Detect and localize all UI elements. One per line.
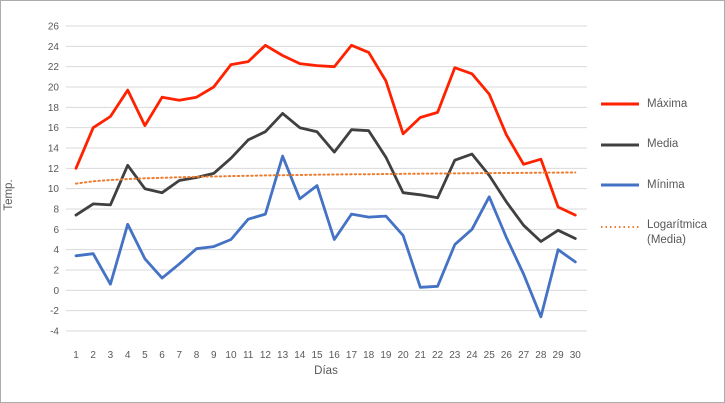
y-tick-label-16: 16	[48, 123, 60, 134]
legend-item-media[interactable]: Media	[600, 137, 720, 151]
x-tick-label-1: 1	[73, 350, 79, 361]
x-tick-label-5: 5	[142, 350, 148, 361]
y-tick-label-4: 4	[53, 245, 59, 256]
y-tick-label-22: 22	[48, 62, 60, 73]
legend-swatch-media-line-icon	[601, 143, 639, 147]
x-tick-label-18: 18	[363, 350, 375, 361]
x-tick-label-16: 16	[329, 350, 341, 361]
y-axis-title: Temp.	[3, 179, 15, 211]
x-tick-label-9: 9	[211, 350, 217, 361]
x-tick-label-24: 24	[466, 350, 478, 361]
x-tick-label-25: 25	[484, 350, 496, 361]
y-tick-label-18: 18	[48, 103, 60, 114]
y-tick-label-12: 12	[48, 164, 60, 175]
x-axis-title: Días	[314, 365, 338, 377]
legend: Máxima Media Mínima Logarítmica (Media)	[600, 97, 720, 247]
x-tick-label-3: 3	[108, 350, 114, 361]
y-tick-label-8: 8	[53, 205, 59, 216]
x-tick-label-2: 2	[90, 350, 96, 361]
x-tick-label-29: 29	[553, 350, 565, 361]
legend-label-minima: Mínima	[647, 178, 685, 191]
x-tick-label-27: 27	[518, 350, 530, 361]
x-tick-label-20: 20	[398, 350, 410, 361]
x-tick-label-14: 14	[294, 350, 306, 361]
x-tick-label-11: 11	[243, 350, 254, 361]
legend-item-logaritmica-media[interactable]: Logarítmica (Media)	[600, 218, 720, 247]
legend-item-maxima[interactable]: Máxima	[600, 97, 720, 111]
y-tick-label-6: 6	[53, 225, 59, 236]
y-tick-label-0: 0	[53, 286, 59, 297]
legend-swatch-logaritmica-dotted-line-icon	[601, 226, 639, 229]
x-tick-label-17: 17	[346, 350, 358, 361]
y-tick-label-24: 24	[48, 42, 60, 53]
legend-label-media: Media	[647, 138, 679, 151]
legend-swatch-minima-line-icon	[601, 183, 639, 187]
x-tick-label-15: 15	[311, 350, 323, 361]
x-tick-label-30: 30	[570, 350, 582, 361]
x-tick-label-7: 7	[177, 350, 183, 361]
x-tick-label-26: 26	[501, 350, 513, 361]
x-tick-label-13: 13	[277, 350, 289, 361]
legend-label-maxima: Máxima	[647, 98, 688, 110]
series-line-maxima[interactable]	[74, 43, 577, 217]
legend-label-logaritmica-media: Logarítmica (Media)	[647, 219, 708, 246]
y-tick-label-20: 20	[48, 83, 60, 94]
x-tick-label-22: 22	[432, 350, 444, 361]
y-tick-label--4: -4	[50, 327, 59, 338]
x-tick-label-8: 8	[194, 350, 200, 361]
series-line-media[interactable]	[74, 112, 577, 243]
y-tick-label-14: 14	[48, 144, 60, 155]
x-tick-label-21: 21	[415, 350, 427, 361]
x-tick-label-10: 10	[225, 350, 237, 361]
x-tick-label-4: 4	[125, 350, 131, 361]
x-tick-label-28: 28	[535, 350, 547, 361]
series-line-logaritmica-media[interactable]	[75, 171, 577, 185]
x-tick-label-23: 23	[449, 350, 461, 361]
x-tick-label-6: 6	[159, 350, 165, 361]
y-tick-label-10: 10	[48, 184, 60, 195]
y-tick-label--2: -2	[50, 306, 59, 317]
series-line-minima[interactable]	[74, 154, 577, 319]
x-tick-label-19: 19	[380, 350, 392, 361]
legend-swatch-maxima-line-icon	[601, 102, 639, 106]
y-tick-label-2: 2	[53, 266, 59, 277]
legend-item-minima[interactable]: Mínima	[600, 178, 720, 192]
y-tick-label-26: 26	[48, 22, 60, 33]
x-tick-label-12: 12	[260, 350, 272, 361]
